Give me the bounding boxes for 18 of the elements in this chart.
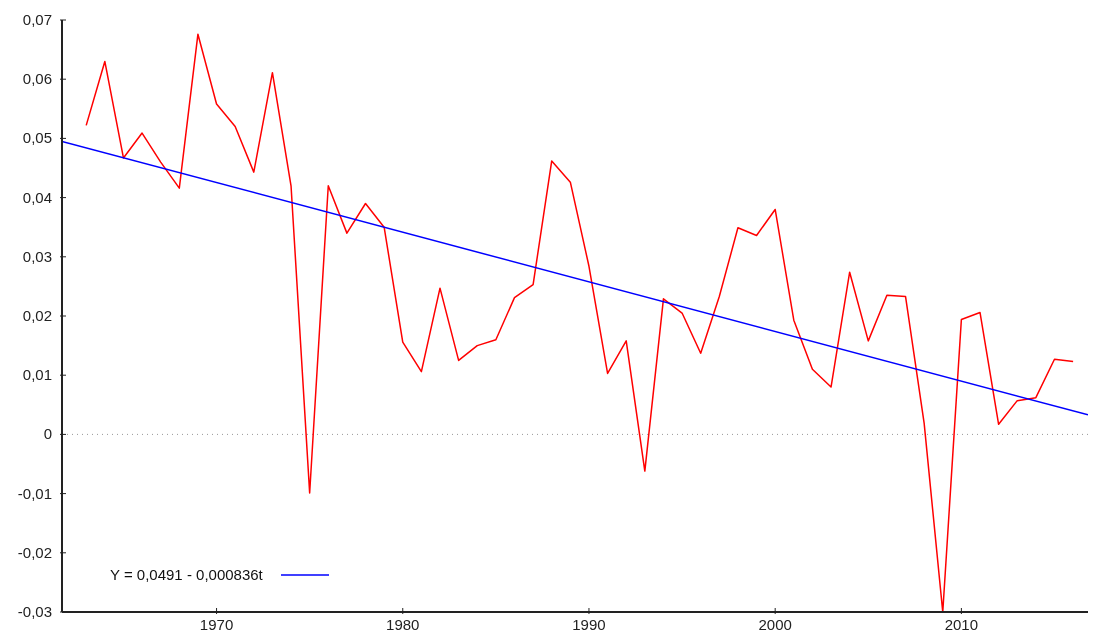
x-tick-label: 1970	[199, 616, 234, 632]
y-tick-label: 0,06	[22, 70, 52, 88]
y-tick-label: 0,02	[22, 307, 52, 324]
y-tick-label: 0,01	[22, 366, 52, 384]
y-tick-label: 0,03	[22, 247, 52, 265]
y-tick-label: -0,03	[17, 603, 52, 620]
legend-label: Y = 0,0491 - 0,000836t	[110, 566, 263, 583]
x-tick-label: 1990	[572, 616, 606, 632]
y-tick-label: -0,02	[17, 543, 52, 561]
x-tick-label: 1980	[386, 616, 420, 632]
y-tick-label: 0	[43, 425, 52, 443]
line-series	[85, 33, 1074, 612]
x-tick-label: 2000	[758, 616, 792, 632]
y-tick-label: 0,05	[22, 129, 52, 147]
y-tick-label: 0,07	[22, 11, 52, 28]
y-tick-label: 0,04	[22, 188, 52, 206]
y-tick-label: -0,01	[17, 484, 52, 502]
x-tick-label: 2010	[944, 616, 979, 632]
